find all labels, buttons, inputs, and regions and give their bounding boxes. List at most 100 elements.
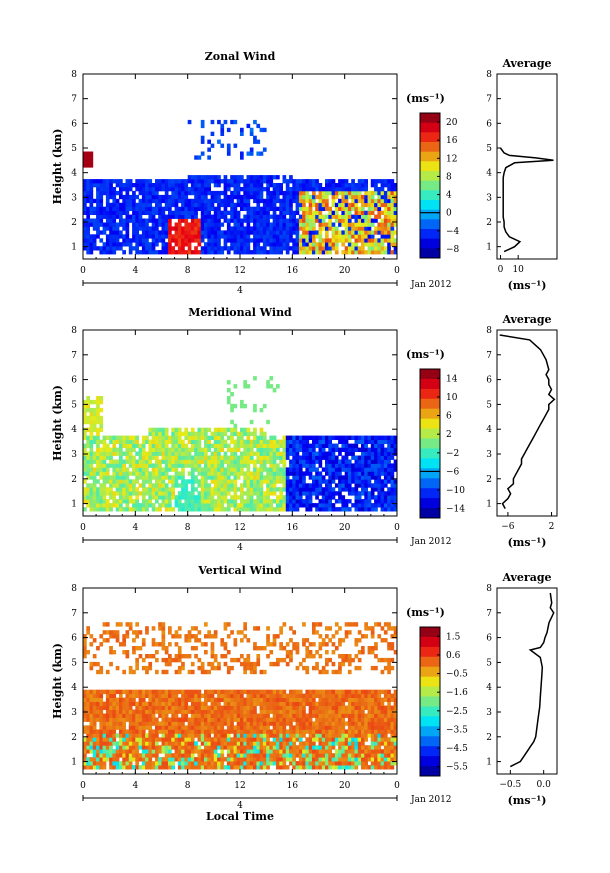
colorbar-frame bbox=[419, 368, 441, 519]
colorbar-tick-label: −4.5 bbox=[446, 744, 468, 754]
colorbar-tick-label: −5.5 bbox=[446, 763, 468, 773]
y-tick-label: 7 bbox=[71, 351, 77, 361]
date-marker: 4 bbox=[237, 801, 243, 811]
colorbar-swatch bbox=[420, 696, 440, 707]
date-label: Jan 2012 bbox=[410, 795, 452, 805]
colorbar-swatch bbox=[420, 706, 440, 717]
colorbar-tick-label: 8 bbox=[446, 172, 452, 182]
colorbar-swatch bbox=[420, 142, 440, 153]
colorbar-tick-label: 1.5 bbox=[446, 632, 461, 642]
colorbar-tick-label: 4 bbox=[446, 191, 452, 201]
colorbar: (ms⁻¹) 20 16 12 8 4 0 −4 −8 bbox=[406, 92, 460, 259]
heatmap-cells bbox=[83, 622, 398, 770]
colorbar-tick-label: −2.5 bbox=[446, 707, 468, 717]
profile-title: Average bbox=[501, 57, 551, 70]
profile-y-tick-label: 6 bbox=[486, 119, 492, 129]
colorbar-tick-label: 2 bbox=[446, 430, 452, 440]
colorbar-tick-label: −2 bbox=[446, 449, 459, 459]
colorbar-swatch bbox=[420, 478, 440, 489]
profile-y-tick-label: 5 bbox=[486, 658, 492, 668]
y-tick-label: 4 bbox=[71, 425, 77, 435]
profile-line bbox=[499, 334, 556, 509]
colorbar-swatch bbox=[420, 408, 440, 420]
profile-y-tick-label: 7 bbox=[486, 95, 492, 105]
x-tick-label: 12 bbox=[234, 523, 245, 533]
profile-frame bbox=[496, 329, 558, 517]
colorbar-swatch bbox=[420, 171, 440, 182]
profile-y-tick-label: 8 bbox=[486, 70, 492, 80]
x-tick-label: 0 bbox=[80, 781, 86, 791]
colorbar-tick-label: −6 bbox=[446, 467, 460, 477]
colorbar-swatch bbox=[420, 438, 440, 449]
colorbar-swatch bbox=[420, 458, 440, 469]
x-tick-label: 0 bbox=[80, 266, 86, 276]
colorbar-frame bbox=[419, 112, 441, 259]
profile-y-tick-label: 3 bbox=[486, 450, 492, 460]
profile-y-tick-label: 2 bbox=[486, 475, 492, 485]
x-tick-label: 20 bbox=[339, 266, 351, 276]
y-tick-label: 2 bbox=[71, 218, 77, 228]
x-tick-label: 0 bbox=[80, 523, 86, 533]
colorbar: (ms⁻¹) 1.5 0.6 −0.5 −1.6 −2.5 −3.5 −4.5 −5.5 bbox=[406, 606, 468, 777]
colorbar-swatch bbox=[420, 200, 440, 211]
colorbar-swatch bbox=[420, 229, 440, 240]
colorbar: (ms⁻¹) 14 10 6 2 −2 −6 −10 −14 bbox=[406, 348, 465, 519]
colorbar-swatch bbox=[420, 209, 440, 220]
x-tick-label: 8 bbox=[185, 523, 191, 533]
profile-y-tick-label: 8 bbox=[486, 584, 492, 594]
profile-line bbox=[499, 147, 554, 253]
y-tick-label: 1 bbox=[71, 500, 77, 510]
colorbar-tick-label: 0.6 bbox=[446, 651, 461, 661]
date-label: Jan 2012 bbox=[410, 280, 452, 290]
y-tick-label: 3 bbox=[71, 708, 77, 718]
x-tick-label: 4 bbox=[132, 266, 138, 276]
y-tick-label: 2 bbox=[71, 733, 77, 743]
y-tick-label: 6 bbox=[71, 634, 77, 644]
profile-line bbox=[509, 592, 555, 768]
colorbar-swatch bbox=[420, 656, 440, 668]
colorbar-tick-label: 12 bbox=[446, 154, 457, 164]
y-tick-label: 5 bbox=[71, 400, 77, 410]
x-tick-label: 0 bbox=[394, 266, 400, 276]
profile-title: Average bbox=[501, 571, 551, 584]
colorbar-tick-label: 16 bbox=[446, 136, 458, 146]
x-tick-label: 20 bbox=[339, 523, 351, 533]
profile-title: Average bbox=[501, 313, 551, 326]
profile-x-tick-label: 0 bbox=[498, 265, 504, 275]
colorbar-swatch bbox=[420, 238, 440, 249]
colorbar-swatch bbox=[420, 666, 440, 678]
colorbar-swatch bbox=[420, 122, 440, 133]
x-tick-label: 12 bbox=[234, 266, 245, 276]
colorbar-tick-label: −8 bbox=[446, 245, 460, 255]
colorbar-tick-label: −4 bbox=[446, 227, 460, 237]
y-axis-label: Height (km) bbox=[51, 643, 64, 719]
colorbar-swatch bbox=[420, 508, 440, 519]
x-tick-label: 8 bbox=[185, 266, 191, 276]
profile-y-tick-label: 3 bbox=[486, 708, 492, 718]
x-tick-label: 16 bbox=[287, 523, 299, 533]
colorbar-swatch bbox=[420, 686, 440, 697]
colorbar-unit: (ms⁻¹) bbox=[406, 606, 445, 619]
profile-y-tick-label: 8 bbox=[486, 326, 492, 336]
colorbar-swatch bbox=[420, 161, 440, 172]
profile-y-tick-label: 7 bbox=[486, 609, 492, 619]
profile-x-tick-label: −6 bbox=[501, 522, 515, 532]
profile-x-tick-label: 0.0 bbox=[537, 780, 552, 790]
profile-y-tick-label: 4 bbox=[486, 169, 492, 179]
profile-panel: Average 1 2 3 4 5 6 7 8 0 10 (ms⁻¹) bbox=[486, 57, 558, 292]
colorbar-swatch bbox=[420, 378, 440, 390]
colorbar-tick-label: 14 bbox=[446, 374, 458, 384]
colorbar-tick-label: −0.5 bbox=[446, 670, 468, 680]
colorbar-unit: (ms⁻¹) bbox=[406, 348, 445, 361]
y-tick-label: 2 bbox=[71, 475, 77, 485]
colorbar-swatch bbox=[420, 627, 440, 638]
heatmap-cells bbox=[83, 119, 398, 255]
profile-y-tick-label: 2 bbox=[486, 218, 492, 228]
colorbar-tick-label: 20 bbox=[446, 118, 458, 128]
y-tick-label: 3 bbox=[71, 193, 77, 203]
colorbar-swatch bbox=[420, 428, 440, 439]
y-tick-label: 4 bbox=[71, 169, 77, 179]
